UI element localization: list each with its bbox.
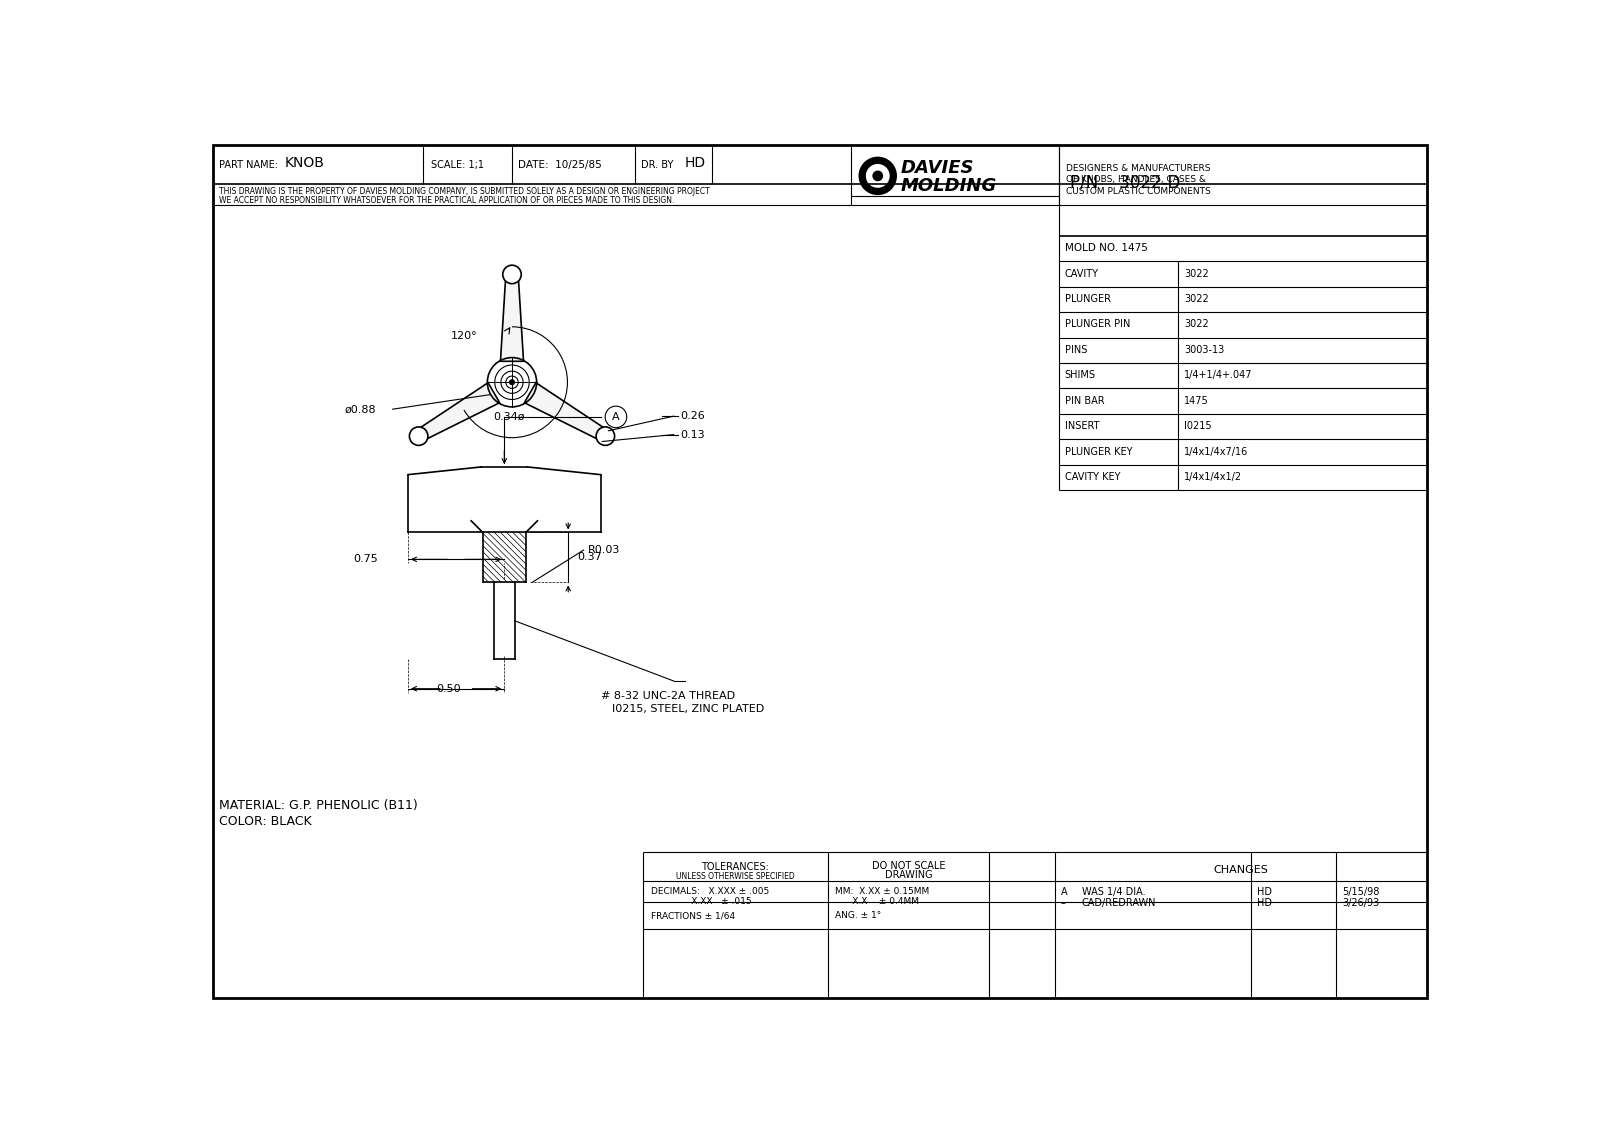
Text: 0.34ø: 0.34ø [493,412,525,422]
Text: PLUNGER PIN: PLUNGER PIN [1066,319,1130,329]
Text: TOLERANCES:: TOLERANCES: [701,863,770,873]
Text: PINS: PINS [1066,345,1088,355]
Text: MOLD NO. 1475: MOLD NO. 1475 [1066,243,1147,254]
Text: KNOB: KNOB [285,156,325,170]
Text: DECIMALS:   X.XXX ± .005: DECIMALS: X.XXX ± .005 [651,887,770,897]
Text: X.XX   ± .015: X.XX ± .015 [651,898,752,907]
Circle shape [866,164,890,188]
Text: DAVIES: DAVIES [901,160,974,178]
Text: INSERT: INSERT [1066,421,1099,431]
Polygon shape [416,383,499,441]
Polygon shape [525,383,608,441]
Text: PLUNGER: PLUNGER [1066,294,1110,305]
Text: CUSTOM PLASTIC COMPONENTS: CUSTOM PLASTIC COMPONENTS [1067,187,1211,196]
Text: I0215: I0215 [1184,421,1211,431]
Circle shape [605,406,627,428]
Circle shape [872,171,883,181]
Text: OF KNOBS, HANDLES, CASES &: OF KNOBS, HANDLES, CASES & [1067,175,1206,185]
Text: # 8-32 UNC-2A THREAD: # 8-32 UNC-2A THREAD [600,692,734,702]
Text: PART NAME:: PART NAME: [219,160,278,170]
Text: P/N    3022-D: P/N 3022-D [1070,173,1181,191]
Text: 3003-13: 3003-13 [1184,345,1224,355]
Circle shape [509,379,515,385]
Text: I0215, STEEL, ZINC PLATED: I0215, STEEL, ZINC PLATED [613,704,765,714]
Text: 0.75: 0.75 [354,555,378,565]
Text: –: – [1061,898,1066,908]
Text: MOLDING: MOLDING [901,177,997,195]
Text: X.X    ± 0.4MM: X.X ± 0.4MM [835,898,920,907]
Text: DR. BY: DR. BY [642,160,674,170]
Text: CHANGES: CHANGES [1213,866,1267,875]
Text: FRACTIONS ± 1/64: FRACTIONS ± 1/64 [651,911,734,920]
Circle shape [597,427,614,445]
Text: MM:  X.XX ± 0.15MM: MM: X.XX ± 0.15MM [835,887,930,897]
Text: WE ACCEPT NO RESPONSIBILITY WHATSOEVER FOR THE PRACTICAL APPLICATION OF OR PIECE: WE ACCEPT NO RESPONSIBILITY WHATSOEVER F… [219,196,675,205]
Circle shape [410,427,427,445]
Text: PIN BAR: PIN BAR [1066,396,1104,405]
Text: UNLESS OTHERWISE SPECIFIED: UNLESS OTHERWISE SPECIFIED [675,872,795,881]
Text: ANG. ± 1°: ANG. ± 1° [835,911,882,920]
Text: 1/4x1/4x1/2: 1/4x1/4x1/2 [1184,472,1242,482]
Text: HD: HD [685,156,706,170]
Text: DRAWING: DRAWING [885,871,933,880]
Circle shape [859,156,898,195]
Text: SCALE: 1;1: SCALE: 1;1 [430,160,485,170]
Text: HD: HD [1258,898,1272,908]
Text: A: A [613,412,619,422]
Text: 120°: 120° [451,331,477,341]
Text: HD: HD [1258,887,1272,897]
Text: 0.13: 0.13 [680,430,704,439]
Text: 1/4x1/4x7/16: 1/4x1/4x7/16 [1184,446,1248,456]
Text: WAS 1/4 DIA.: WAS 1/4 DIA. [1082,887,1146,897]
Circle shape [502,265,522,284]
Polygon shape [501,274,523,361]
Text: 5/15/98: 5/15/98 [1342,887,1379,897]
Text: PLUNGER KEY: PLUNGER KEY [1066,446,1133,456]
Text: THIS DRAWING IS THE PROPERTY OF DAVIES MOLDING COMPANY, IS SUBMITTED SOLELY AS A: THIS DRAWING IS THE PROPERTY OF DAVIES M… [219,187,710,196]
Text: DATE:  10/25/85: DATE: 10/25/85 [518,160,602,170]
Text: A: A [1061,887,1067,897]
Text: 1475: 1475 [1184,396,1210,405]
Text: MATERIAL: G.P. PHENOLIC (B11): MATERIAL: G.P. PHENOLIC (B11) [219,799,418,813]
Text: 0.37: 0.37 [578,552,602,561]
Text: SHIMS: SHIMS [1066,370,1096,380]
Text: 3022: 3022 [1184,294,1210,305]
Text: CAVITY: CAVITY [1066,268,1099,278]
Text: R0.03: R0.03 [587,546,619,555]
Text: CAVITY KEY: CAVITY KEY [1066,472,1120,482]
Text: 0.50: 0.50 [437,684,461,694]
Text: 3022: 3022 [1184,319,1210,329]
Text: ø0.88: ø0.88 [346,404,376,414]
Text: CAD/REDRAWN: CAD/REDRAWN [1082,898,1157,908]
Text: COLOR: BLACK: COLOR: BLACK [219,815,312,827]
Text: 0.26: 0.26 [680,411,704,421]
Text: DO NOT SCALE: DO NOT SCALE [872,860,946,871]
Text: DESIGNERS & MANUFACTURERS: DESIGNERS & MANUFACTURERS [1067,164,1211,173]
Text: 3022: 3022 [1184,268,1210,278]
Text: 3/26/93: 3/26/93 [1342,898,1379,908]
Text: 1/4+1/4+.047: 1/4+1/4+.047 [1184,370,1253,380]
